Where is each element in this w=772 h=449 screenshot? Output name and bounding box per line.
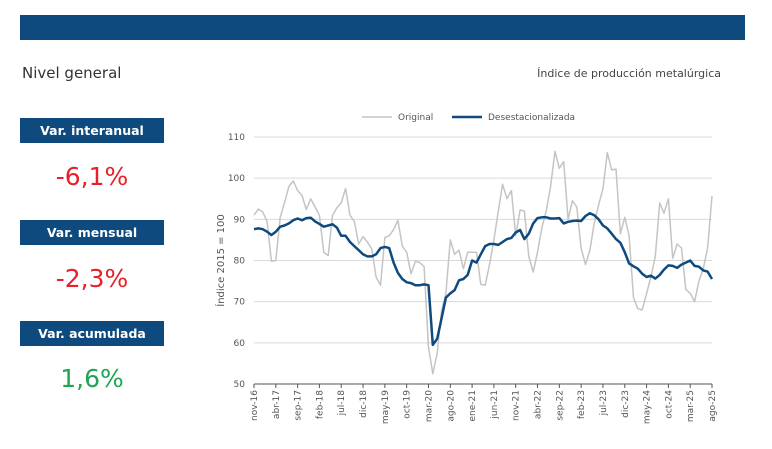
- page-title: Nivel general: [22, 64, 122, 82]
- x-tick-label: nov-21: [512, 390, 522, 421]
- x-tick-label: sep-22: [555, 390, 565, 421]
- x-tick-label: feb-18: [315, 390, 325, 419]
- y-tick-label: 100: [228, 174, 245, 184]
- x-tick-label: ago-25: [708, 390, 718, 422]
- kpi-value-interanual: -6,1%: [55, 162, 129, 191]
- x-tick-label: sep-17: [294, 390, 304, 421]
- legend-label: Original: [398, 113, 433, 123]
- kpi-label-acumulada: Var. acumulada: [20, 321, 164, 346]
- x-tick-label: ene-21: [468, 390, 478, 421]
- x-tick-label: oct-19: [403, 390, 413, 419]
- series-line-original: [253, 150, 713, 375]
- chart-subtitle: Índice de producción metalúrgica: [537, 67, 721, 80]
- y-tick-label: 80: [234, 257, 246, 267]
- x-tick-label: oct-24: [664, 390, 674, 419]
- series-line-desestacionalizada: [253, 211, 714, 347]
- y-tick-label: 50: [234, 380, 246, 390]
- y-tick-label: 110: [228, 133, 245, 143]
- y-tick-label: 70: [234, 298, 246, 308]
- x-tick-label: mar-25: [686, 390, 696, 422]
- legend-label: Desestacionalizada: [488, 113, 575, 123]
- x-tick-label: jul-23: [599, 390, 609, 416]
- x-tick-label: jun-21: [490, 390, 500, 420]
- kpi-label-interanual: Var. interanual: [20, 118, 164, 143]
- x-tick-label: feb-23: [577, 390, 587, 419]
- y-tick-label: 60: [234, 339, 246, 349]
- kpi-label-mensual: Var. mensual: [20, 220, 164, 245]
- x-tick-label: may-24: [643, 390, 653, 424]
- x-tick-label: mar-20: [424, 390, 434, 422]
- header-bar: [20, 15, 745, 40]
- x-tick-label: abr-22: [534, 390, 544, 419]
- y-tick-label: 90: [234, 215, 246, 225]
- kpi-value-mensual: -2,3%: [55, 264, 129, 293]
- x-tick-label: nov-16: [250, 390, 260, 421]
- y-axis-title: Índice 2015 = 100: [214, 214, 227, 307]
- x-tick-label: dic-18: [359, 390, 369, 418]
- kpi-value-acumulada: 1,6%: [60, 364, 124, 393]
- x-tick-label: ago-20: [446, 390, 456, 422]
- x-tick-label: may-19: [381, 390, 391, 424]
- x-tick-label: dic-23: [621, 390, 631, 418]
- x-tick-label: jul-18: [337, 390, 347, 417]
- x-tick-label: abr-17: [272, 390, 282, 419]
